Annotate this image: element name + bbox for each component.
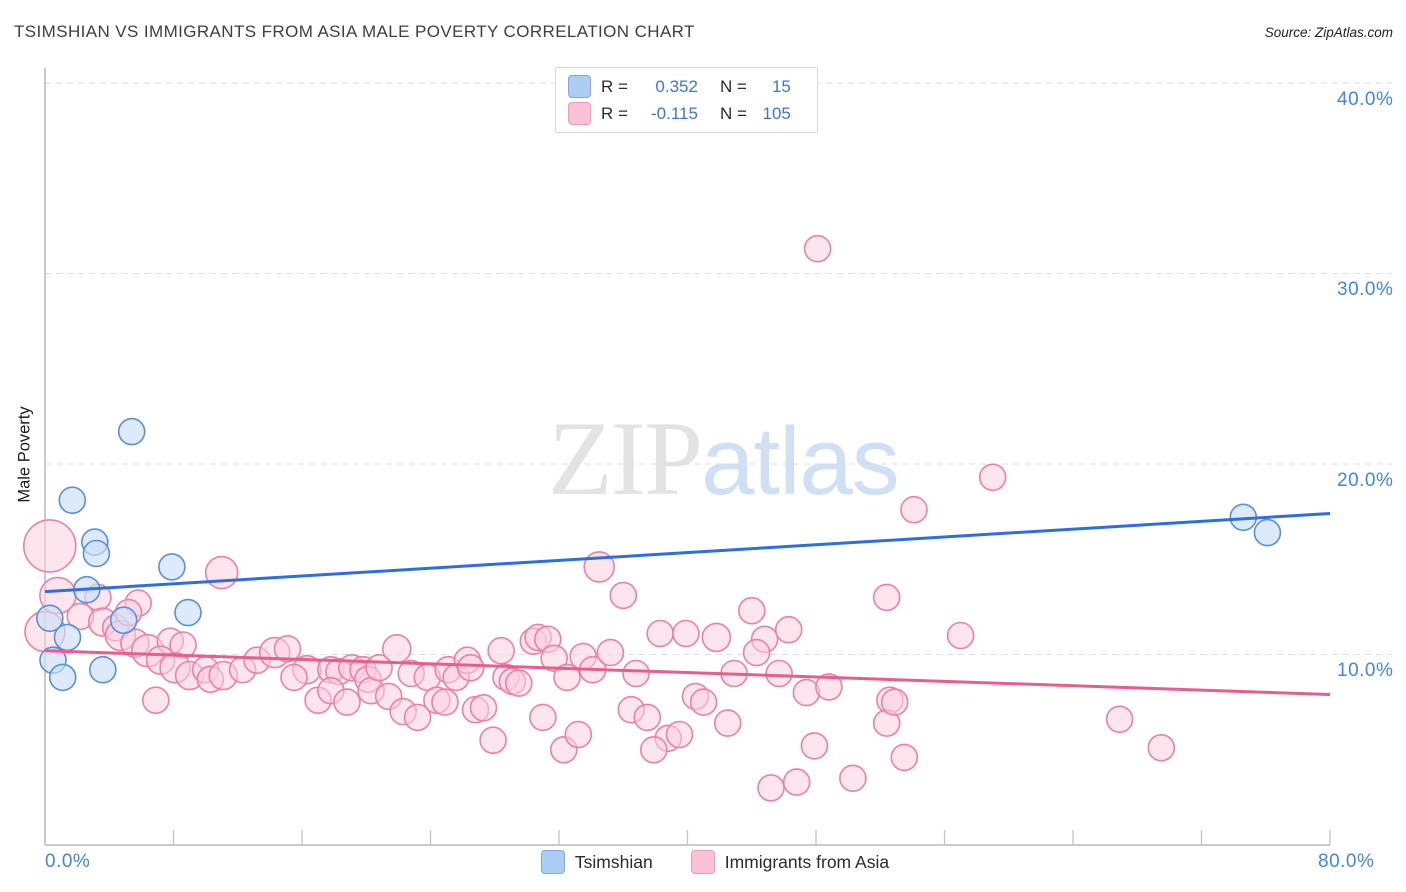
scatter-point-tsimshian[interactable] <box>109 606 138 635</box>
scatter-point-immigrants[interactable] <box>757 774 785 802</box>
trend-line-immigrants <box>44 649 1331 697</box>
scatter-point-tsimshian[interactable] <box>48 663 77 692</box>
scatter-point-immigrants[interactable] <box>872 583 901 612</box>
scatter-point-immigrants[interactable] <box>280 663 308 692</box>
stats-row-tsimshian: R = 0.352 N = 15 <box>568 75 805 98</box>
correlation-stats-box: R = 0.352 N = 15 R = -0.115 N = 105 <box>555 67 818 133</box>
y-axis-title: Male Poverty <box>15 406 34 503</box>
scatter-point-tsimshian[interactable] <box>117 417 146 446</box>
tsimshian-swatch <box>568 75 591 98</box>
scatter-point-immigrants[interactable] <box>479 726 507 755</box>
scatter-point-immigrants[interactable] <box>742 638 771 667</box>
y-tick-label-20: 20.0% <box>1337 470 1394 491</box>
scatter-point-immigrants[interactable] <box>978 463 1007 492</box>
scatter-point-tsimshian[interactable] <box>158 553 186 581</box>
scatter-point-immigrants[interactable] <box>689 688 718 716</box>
scatter-point-immigrants[interactable] <box>381 633 412 664</box>
page-title: TSIMSHIAN VS IMMIGRANTS FROM ASIA MALE P… <box>14 22 695 41</box>
scatter-point-immigrants[interactable] <box>713 709 742 737</box>
scatter-point-tsimshian[interactable] <box>1253 518 1282 547</box>
y-tick-label-40: 40.0% <box>1337 89 1394 110</box>
scatter-point-immigrants[interactable] <box>469 693 498 722</box>
legend-item-immigrants[interactable]: Immigrants from Asia <box>690 850 890 874</box>
scatter-point-immigrants[interactable] <box>880 688 909 716</box>
scatter-point-immigrants[interactable] <box>665 720 694 749</box>
scatter-point-tsimshian[interactable] <box>35 604 64 633</box>
scatter-point-tsimshian[interactable] <box>53 623 82 652</box>
scatter-point-tsimshian[interactable] <box>174 598 202 627</box>
scatter-point-immigrants[interactable] <box>456 653 485 682</box>
tsimshian-legend-label: Tsimshian <box>574 851 653 872</box>
scatter-point-immigrants[interactable] <box>946 621 975 650</box>
scatter-point-immigrants[interactable] <box>403 703 432 732</box>
trend-line-tsimshian <box>44 512 1331 594</box>
r-value-tsimshian: 0.352 <box>655 76 698 96</box>
scatter-point-immigrants[interactable] <box>273 634 302 663</box>
scatter-point-immigrants[interactable] <box>504 669 533 697</box>
scatter-point-immigrants[interactable] <box>737 596 766 625</box>
scatter-point-immigrants[interactable] <box>639 735 668 764</box>
tsimshian-legend-swatch <box>540 850 565 874</box>
scatter-point-immigrants[interactable] <box>633 703 662 732</box>
n-value-immigrants: 105 <box>762 103 791 123</box>
scatter-point-immigrants[interactable] <box>609 581 638 610</box>
scatter-point-immigrants[interactable] <box>1147 733 1176 762</box>
x-tick-label-max: 80.0% <box>1318 851 1375 872</box>
scatter-point-immigrants[interactable] <box>22 519 77 573</box>
scatter-point-tsimshian[interactable] <box>82 539 111 568</box>
scatter-point-immigrants[interactable] <box>792 678 821 707</box>
n-value-tsimshian: 15 <box>771 76 791 96</box>
scatter-point-tsimshian[interactable] <box>89 655 117 684</box>
scatter-point-immigrants[interactable] <box>487 636 516 665</box>
scatter-point-immigrants[interactable] <box>529 703 557 732</box>
legend-item-tsimshian[interactable]: Tsimshian <box>540 850 653 874</box>
scatter-point-immigrants[interactable] <box>815 673 843 701</box>
series-legend: Tsimshian Immigrants from Asia <box>0 850 1406 874</box>
x-tick-label-min: 0.0% <box>45 851 91 872</box>
scatter-point-immigrants[interactable] <box>1105 705 1134 734</box>
scatter-point-immigrants[interactable] <box>333 688 361 716</box>
scatter-point-immigrants[interactable] <box>553 663 581 692</box>
scatter-point-immigrants[interactable] <box>701 622 732 653</box>
scatter-point-immigrants[interactable] <box>782 768 811 796</box>
r-label: R = <box>601 76 628 96</box>
scatter-point-immigrants[interactable] <box>204 555 239 590</box>
stats-row-immigrants: R = -0.115 N = 105 <box>568 102 805 125</box>
scatter-point-immigrants[interactable] <box>890 743 919 772</box>
scatter-point-immigrants[interactable] <box>803 234 832 263</box>
source-attribution: Source: ZipAtlas.com <box>1264 25 1393 40</box>
y-tick-label-30: 30.0% <box>1337 279 1394 300</box>
n-label: N = <box>719 76 747 96</box>
scatter-point-immigrants[interactable] <box>765 659 793 688</box>
scatter-point-immigrants[interactable] <box>622 659 650 688</box>
y-tick-label-10: 10.0% <box>1337 660 1394 681</box>
scatter-point-immigrants[interactable] <box>646 619 675 648</box>
scatter-point-immigrants[interactable] <box>540 644 569 673</box>
r-value-immigrants: -0.115 <box>650 103 698 123</box>
immigrants-legend-swatch <box>690 850 715 874</box>
immigrants-legend-label: Immigrants from Asia <box>724 851 890 872</box>
scatter-point-tsimshian[interactable] <box>58 486 87 515</box>
scatter-point-immigrants[interactable] <box>774 615 803 644</box>
scatter-point-immigrants[interactable] <box>564 720 593 749</box>
immigrants-swatch <box>568 102 591 125</box>
scatter-point-immigrants[interactable] <box>142 686 170 715</box>
scatter-point-immigrants[interactable] <box>431 688 459 716</box>
scatter-point-immigrants[interactable] <box>672 619 700 648</box>
r-label: R = <box>601 103 628 123</box>
scatter-point-immigrants[interactable] <box>900 495 928 524</box>
n-label: N = <box>719 103 747 123</box>
scatter-point-immigrants[interactable] <box>839 764 867 793</box>
scatter-point-immigrants[interactable] <box>800 732 829 760</box>
scatter-point-immigrants[interactable] <box>596 638 625 667</box>
